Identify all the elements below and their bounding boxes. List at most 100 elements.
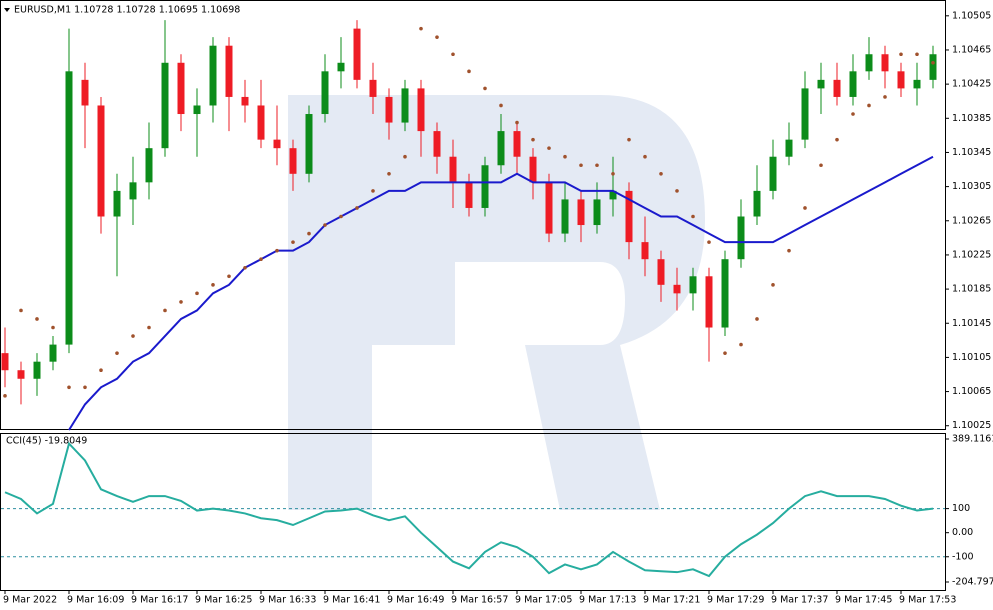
candle-body — [353, 28, 361, 80]
sar-dot — [739, 342, 743, 347]
sar-dot — [291, 240, 295, 244]
candle-body — [881, 54, 889, 72]
candle-body — [401, 88, 409, 123]
chart-title: EURUSD,M1 1.10728 1.10728 1.10695 1.1069… — [14, 5, 240, 16]
x-tick-label: 9 Mar 17:21 — [643, 595, 700, 606]
x-tick-label: 9 Mar 17:45 — [835, 595, 892, 606]
sar-dot — [579, 163, 583, 168]
sar-dot — [243, 265, 247, 270]
sar-dot — [179, 300, 183, 304]
sar-dot — [99, 368, 103, 373]
cci-panel — [0, 433, 946, 591]
sar-dot — [419, 26, 423, 31]
y-tick-label: 1.10185 — [952, 284, 991, 295]
sar-dot — [211, 283, 215, 287]
sar-dot — [195, 291, 199, 296]
sar-dot — [899, 52, 903, 57]
sar-dot — [3, 394, 7, 398]
sar-dot — [883, 95, 887, 99]
x-tick-label: 9 Mar 17:53 — [899, 595, 956, 606]
sar-dot — [403, 154, 407, 159]
x-tick-label: 9 Mar 17:05 — [515, 595, 572, 606]
x-tick-label: 9 Mar 2022 — [3, 595, 57, 606]
sar-dot — [691, 214, 695, 219]
sar-dot — [355, 206, 359, 210]
cci-line — [4, 441, 934, 578]
sar-dot — [19, 308, 23, 313]
candle-body — [193, 105, 201, 115]
candle-body — [897, 71, 905, 89]
x-tick-label: 9 Mar 16:57 — [451, 595, 508, 606]
main-panel — [0, 0, 946, 430]
watermark — [288, 95, 705, 510]
title-arrow — [4, 8, 10, 12]
x-tick-label: 9 Mar 16:25 — [195, 595, 252, 606]
candle-body — [529, 156, 537, 183]
candle-body — [321, 71, 329, 115]
sar-dot — [771, 283, 775, 287]
x-tick-label: 9 Mar 16:41 — [323, 595, 380, 606]
sar-dot — [547, 146, 551, 150]
candle-body — [657, 259, 665, 285]
sar-dot — [723, 351, 727, 355]
x-tick-label: 9 Mar 17:13 — [579, 595, 636, 606]
candle-body — [545, 182, 553, 234]
y-tick-label: 1.10025 — [952, 420, 991, 431]
y-tick-label: 1.10425 — [952, 79, 991, 90]
candle-body — [641, 242, 649, 260]
sar-dot — [659, 172, 663, 176]
sar-dot — [467, 69, 471, 74]
candle-body — [689, 276, 697, 294]
candle-body — [513, 131, 521, 157]
candle-body — [433, 131, 441, 157]
candle-body — [561, 199, 569, 234]
candle-body — [865, 54, 873, 72]
sar-dot — [675, 189, 679, 193]
candle-body — [161, 62, 169, 149]
sar-dot — [643, 154, 647, 159]
y-tick-label: 1.10385 — [952, 113, 991, 124]
candle-body — [593, 199, 601, 226]
sar-dot — [323, 223, 327, 227]
candle-body — [33, 361, 41, 379]
y-tick-label: 1.10105 — [952, 352, 991, 363]
y-tick-label: -100 — [952, 551, 974, 562]
candle-body — [273, 139, 281, 149]
sar-dot — [451, 52, 455, 57]
sar-dot — [51, 325, 55, 330]
sar-dot — [83, 385, 87, 390]
y-tick-label: 1.10465 — [952, 44, 991, 55]
candle-body — [209, 45, 217, 106]
candle-body — [785, 139, 793, 157]
candle-body — [113, 190, 121, 217]
candle-body — [417, 88, 425, 132]
sar-dot — [499, 103, 503, 108]
candle-body — [465, 182, 473, 208]
sar-dot — [515, 120, 519, 125]
candle-body — [1, 353, 9, 371]
sar-dot — [435, 35, 439, 39]
x-tick-label: 9 Mar 16:33 — [259, 595, 316, 606]
candle-body — [337, 62, 345, 72]
candle-body — [97, 105, 105, 217]
x-tick-label: 9 Mar 17:37 — [771, 595, 828, 606]
sar-dot — [851, 112, 855, 116]
candle-body — [305, 114, 313, 174]
sar-dot — [275, 248, 279, 253]
candle-body — [129, 182, 137, 200]
x-tick-label: 9 Mar 16:17 — [131, 595, 188, 606]
sar-dot — [611, 172, 615, 176]
sar-dot — [307, 231, 311, 236]
candle-body — [241, 96, 249, 106]
candle-body — [737, 216, 745, 260]
candle-body — [225, 45, 233, 97]
sar-dot — [483, 86, 487, 91]
candle-body — [257, 105, 265, 140]
x-tick-label: 9 Mar 16:09 — [67, 595, 124, 606]
candle-body — [65, 71, 73, 345]
sar-dot — [371, 189, 375, 193]
sar-dot — [531, 137, 535, 142]
candle-body — [81, 79, 89, 106]
candle-body — [721, 259, 729, 328]
